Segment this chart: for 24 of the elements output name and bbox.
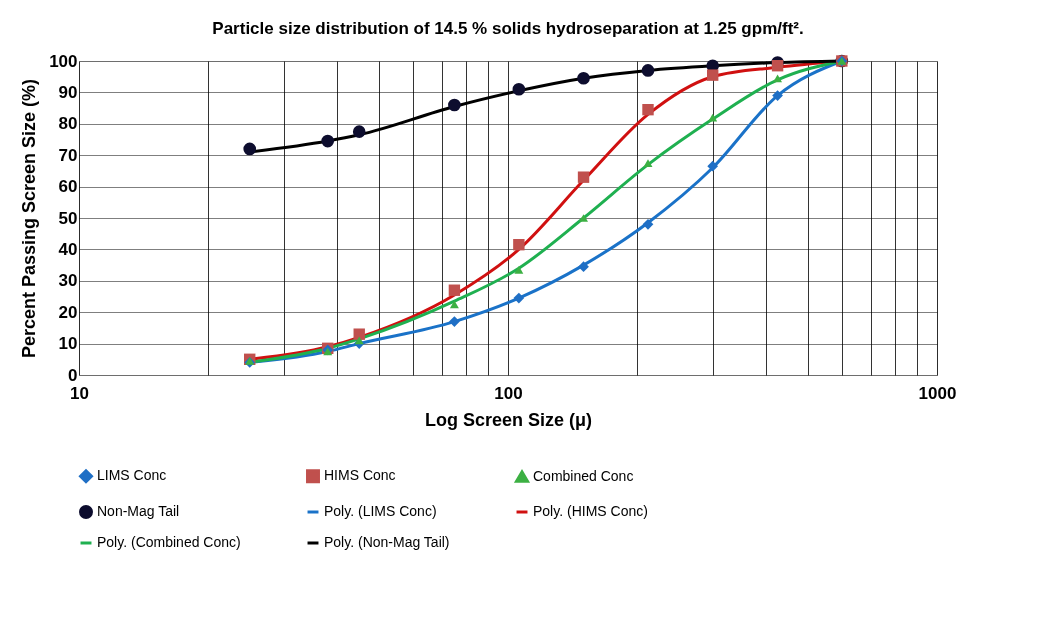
y-tick-label: 0 xyxy=(68,365,78,385)
legend-label: LIMS Conc xyxy=(97,467,167,484)
y-tick-label: 60 xyxy=(58,177,78,197)
legend-label: Poly. (Combined Conc) xyxy=(97,534,241,550)
y-axis-title: Percent Passing Screen Size (%) xyxy=(19,78,40,359)
y-tick-label: 70 xyxy=(58,145,78,165)
y-tick-label: 20 xyxy=(58,302,78,322)
y-tick-label: 80 xyxy=(58,114,78,134)
y-tick-label: 50 xyxy=(58,208,78,228)
chart-title: Particle size distribution of 14.5 % solids hydroseparation at 1.25 gpm/ft². xyxy=(212,19,804,38)
legend-label: Poly. (HIMS Conc) xyxy=(533,503,648,519)
y-tick-label: 40 xyxy=(58,239,78,259)
y-tick-label: 30 xyxy=(58,271,78,291)
x-tick-label: 100 xyxy=(494,383,523,403)
legend-label: Non-Mag Tail xyxy=(97,503,180,519)
legend-label: Poly. (LIMS Conc) xyxy=(324,503,437,519)
y-tick-label: 90 xyxy=(58,82,78,102)
y-tick-label: 10 xyxy=(58,334,78,354)
legend-label: Combined Conc xyxy=(533,467,634,484)
legend-label: HIMS Conc xyxy=(324,467,396,484)
legend-label: Poly. (Non-Mag Tail) xyxy=(324,534,450,550)
y-tick-label: 100 xyxy=(49,51,78,71)
x-axis-title: Log Screen Size (μ) xyxy=(424,409,593,430)
x-tick-label: 1000 xyxy=(918,383,957,403)
